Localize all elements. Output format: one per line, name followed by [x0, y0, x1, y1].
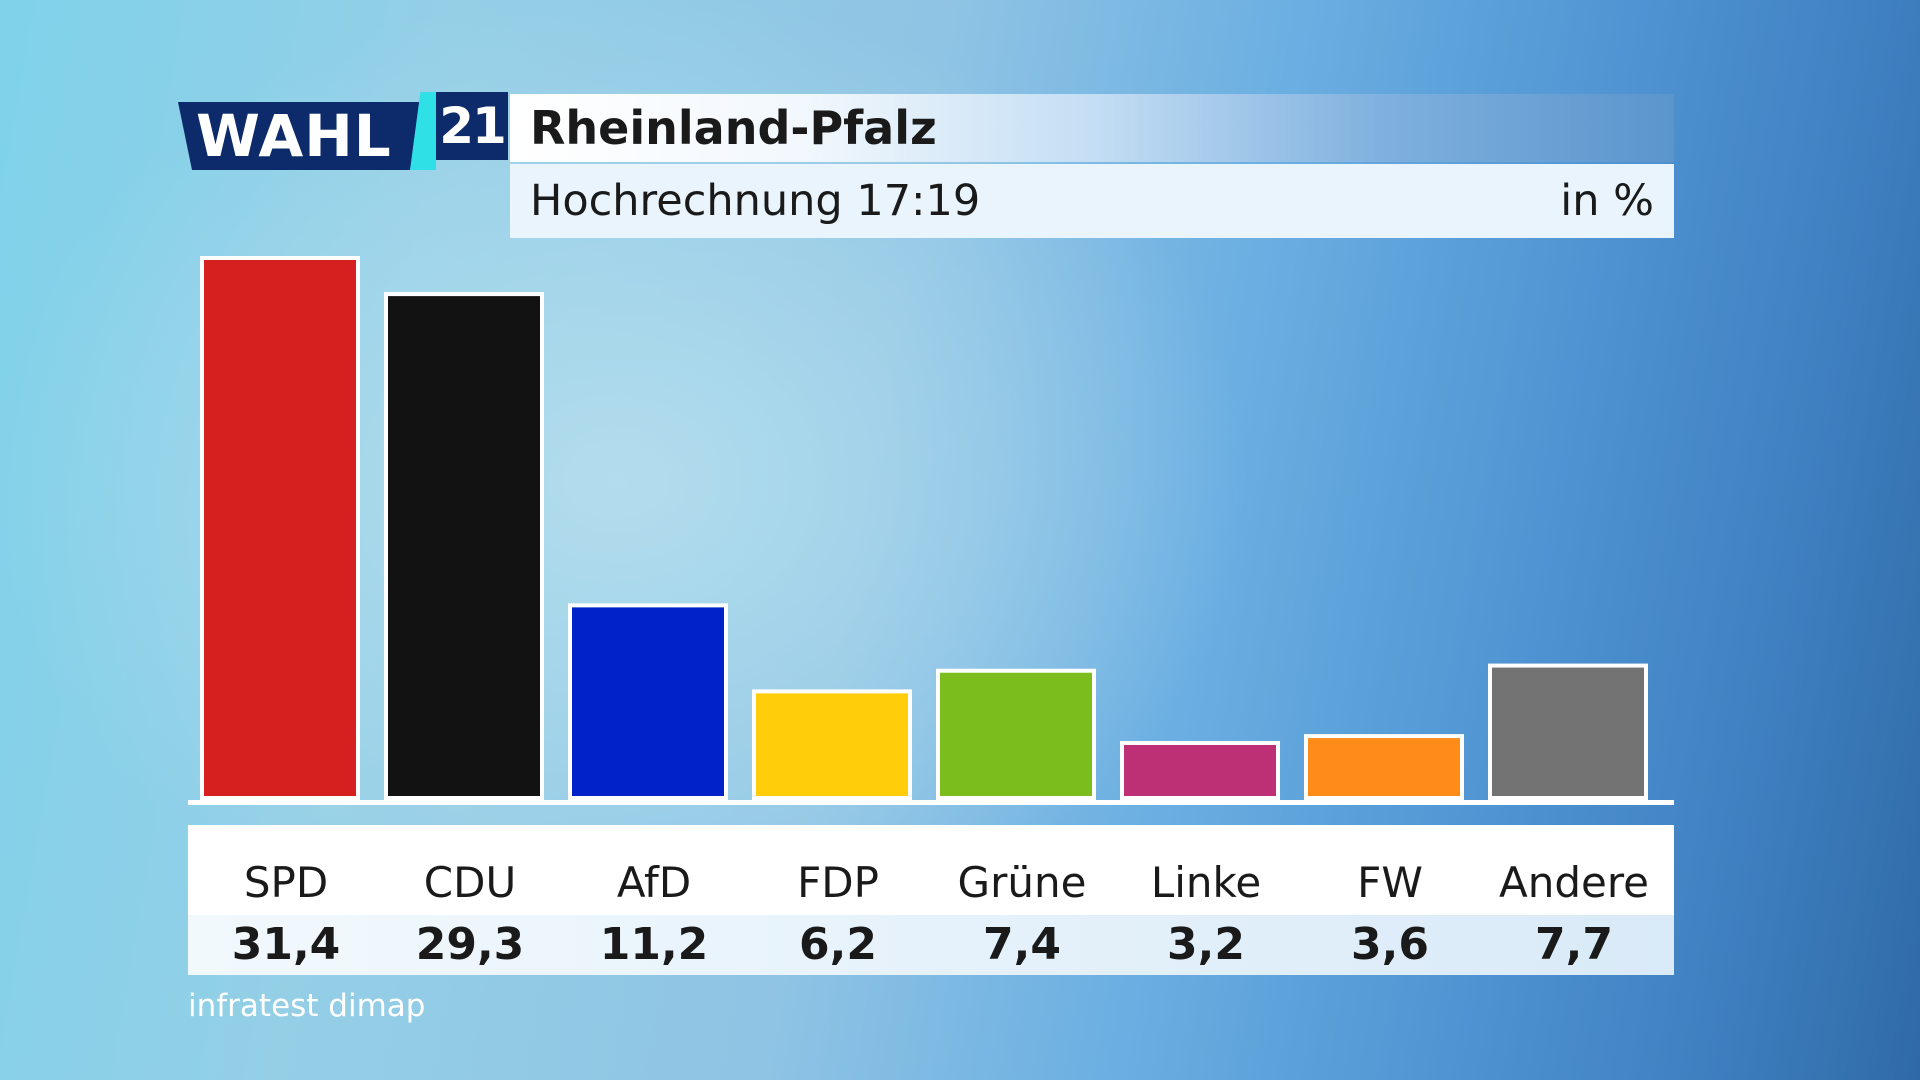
category-label-fdp: FDP — [797, 858, 879, 907]
bar-fdp — [752, 689, 912, 800]
category-label-linke: Linke — [1150, 858, 1262, 907]
bar-linke — [1120, 740, 1280, 800]
value-label-linke: 3,2 — [1167, 919, 1245, 970]
bar-andere — [1488, 663, 1648, 800]
value-label-andere: 7,7 — [1535, 919, 1613, 970]
category-label-grüne: Grüne — [957, 858, 1087, 907]
bar-fw — [1304, 734, 1464, 800]
category-label-afd: AfD — [616, 858, 692, 907]
category-label-cdu: CDU — [423, 858, 517, 907]
subtitle-bar — [510, 164, 1674, 238]
unit-label: in % — [1560, 176, 1654, 226]
bar-grüne — [936, 668, 1096, 800]
chart-baseline — [188, 800, 1674, 805]
value-label-cdu: 29,3 — [415, 919, 525, 970]
legend-strip — [188, 825, 1674, 915]
value-label-grüne: 7,4 — [983, 919, 1061, 970]
title-bar — [510, 94, 1674, 162]
value-label-afd: 11,2 — [599, 919, 709, 970]
value-label-fdp: 6,2 — [799, 919, 877, 970]
bar-cdu — [384, 292, 544, 800]
value-label-fw: 3,6 — [1351, 919, 1429, 970]
value-label-spd: 31,4 — [231, 919, 341, 970]
category-label-fw: FW — [1357, 858, 1423, 907]
logo-year-number: 21 — [436, 92, 508, 160]
subtitle: Hochrechnung 17:19 — [530, 176, 981, 226]
logo-wahl-text: WAHL — [196, 102, 392, 170]
category-label-andere: Andere — [1498, 858, 1650, 907]
values-strip — [188, 915, 1674, 975]
source-label: infratest dimap — [188, 988, 426, 1024]
bar-afd — [568, 603, 728, 801]
bar-spd — [200, 256, 360, 800]
page-title: Rheinland-Pfalz — [530, 101, 937, 155]
category-label-spd: SPD — [243, 858, 329, 907]
logo-wahl-background — [178, 102, 422, 170]
